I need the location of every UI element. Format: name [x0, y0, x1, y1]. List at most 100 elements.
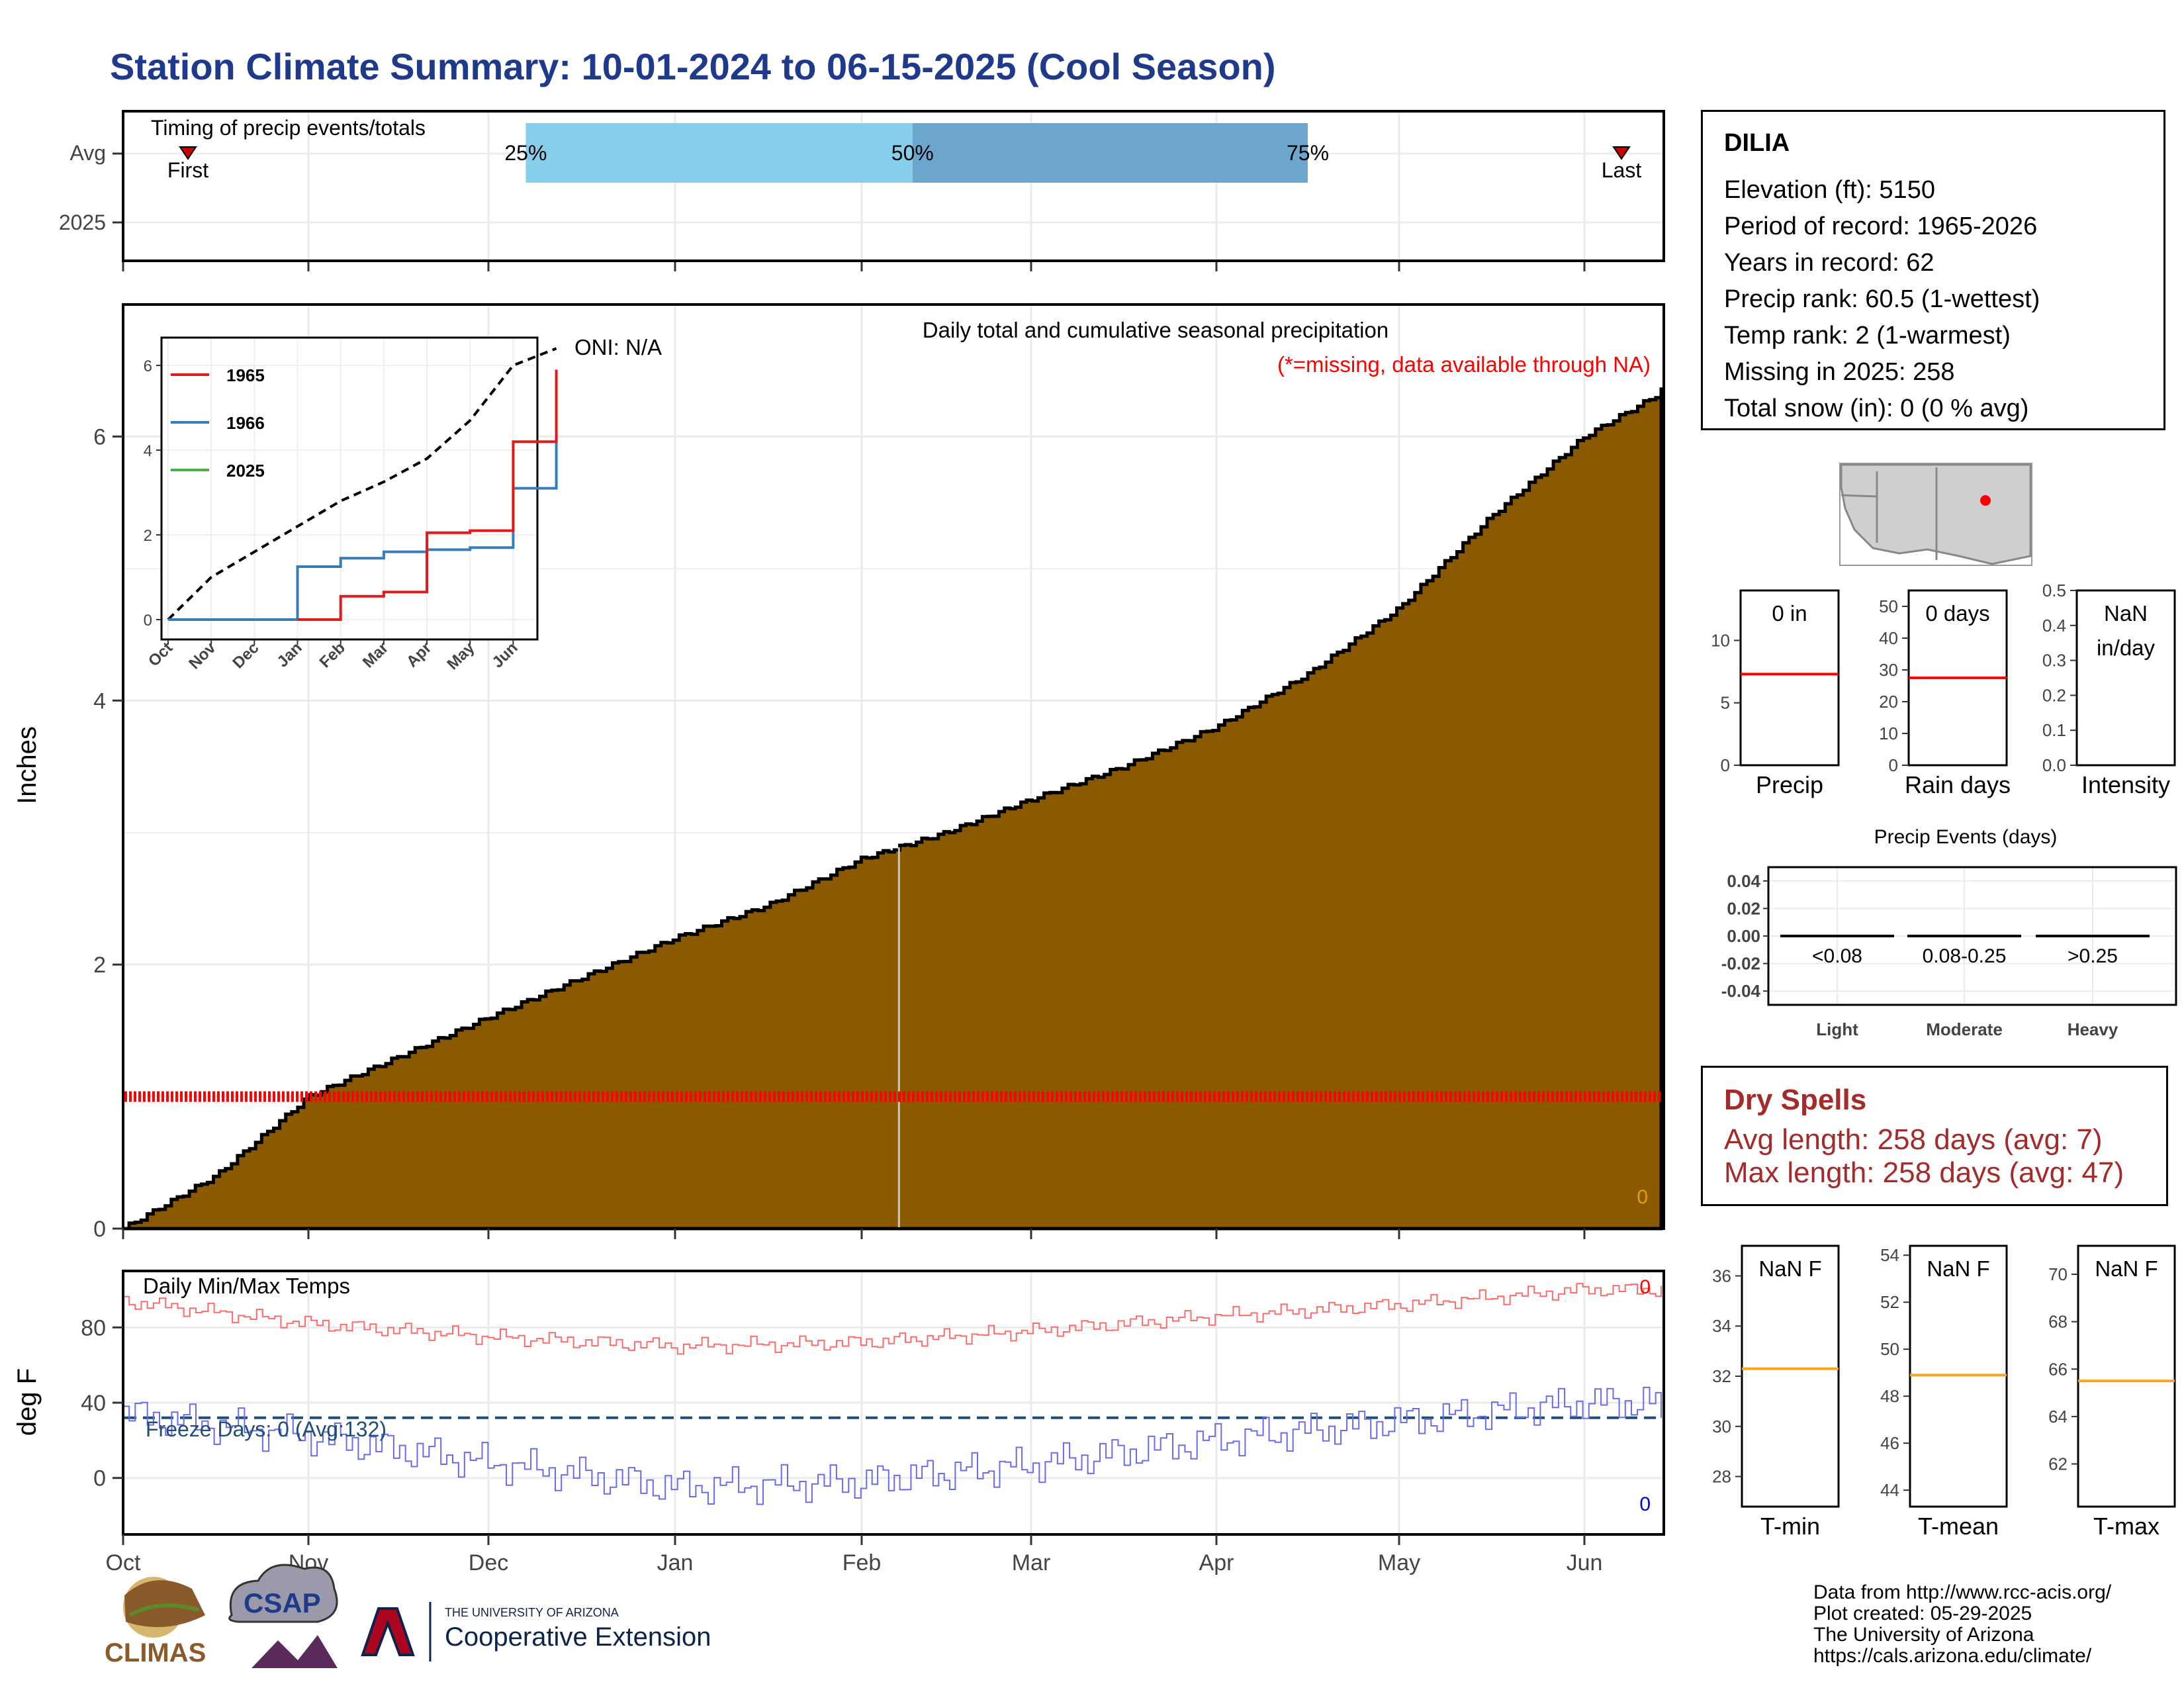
events-y-tick-label: 0.04 [1727, 871, 1760, 891]
p75-label: 75% [1287, 141, 1329, 165]
panel-value-label: 0 in [1772, 601, 1807, 626]
panel-y-tick-label: 10 [1879, 724, 1898, 743]
x-axis-month-labels: Oct Nov Dec Jan Feb Mar Apr May Jun [106, 1550, 1603, 1575]
panel-y-tick-label: 0 [1721, 755, 1730, 775]
footer-university: The University of Arizona [1813, 1624, 2034, 1646]
station-temp-rank: Temp rank: 2 (1-warmest) [1724, 322, 2011, 350]
main-charts-svg: Timing of precip events/totals Avg 2025 … [13, 110, 1665, 1668]
dry-spells-box: Dry Spells Avg length: 258 days (avg: 7)… [1701, 1066, 2168, 1206]
footer-plot-created: Plot created: 05-29-2025 [1813, 1603, 2032, 1624]
station-period: Period of record: 1965-2026 [1724, 212, 2038, 240]
dry-spells-title: Dry Spells [1724, 1084, 1867, 1116]
dry-spells-max: Max length: 258 days (avg: 47) [1724, 1156, 2124, 1189]
panel-y-tick-label: 50 [1880, 1339, 1899, 1359]
x-axis-month-label-apr: Apr [1199, 1550, 1234, 1575]
panel-frame [2075, 589, 2176, 767]
p25-label: 25% [504, 141, 547, 165]
x-axis-month-label-oct: Oct [106, 1550, 141, 1575]
events-y-tick-label: 0.02 [1727, 898, 1760, 918]
events-category-label: Heavy [2068, 1019, 2118, 1039]
inset-y-tick-label: 0 [144, 612, 152, 630]
panel-value-label: 0 days [1925, 601, 1989, 626]
panel-y-tick-label: 32 [1712, 1366, 1731, 1386]
tmin-panel: 28 30 32 34 36 NaN F T-min [1712, 1244, 1840, 1540]
panel-value-label: NaN F [2095, 1256, 2158, 1281]
panel-y-tick-label: 62 [2048, 1454, 2068, 1474]
max-temp-zero-label: 0 [1639, 1276, 1651, 1298]
last-event-label: Last [1602, 158, 1642, 182]
precip-total-panel: 0 5 10 0 in Precip [1711, 589, 1840, 798]
precip-events-panel: Precip Events (days) 0.04 0.02 0.00 -0.02 -0.… [1721, 826, 2177, 1039]
page-title: Station Climate Summary: 10-01-2024 to 0… [110, 46, 1276, 87]
events-range-label: <0.08 [1812, 945, 1862, 967]
ua-logo: THE UNIVERSITY OF ARIZONA Cooperative Ex… [361, 1602, 711, 1662]
panel-y-tick-label: 0.2 [2042, 685, 2066, 705]
x-axis-month-label-jan: Jan [657, 1550, 694, 1575]
dry-spells-avg: Avg length: 258 days (avg: 7) [1724, 1123, 2103, 1156]
timing-panel: Timing of precip events/totals Avg 2025 … [59, 110, 1665, 271]
cumulative-precip-area [123, 387, 1663, 1231]
climas-logo-text: CLIMAS [105, 1638, 206, 1667]
events-y-tick-label: -0.04 [1721, 981, 1761, 1001]
panel-value-label: NaN F [1927, 1256, 1989, 1281]
panel-y-tick-label: 0.1 [2042, 720, 2066, 740]
precip-y-tick-label: 6 [93, 424, 106, 449]
panel-y-tick-label: 50 [1879, 596, 1898, 616]
precip-y-tick-label: 2 [93, 953, 106, 978]
ua-logo-big-text: Cooperative Extension [445, 1622, 711, 1652]
station-elevation: Elevation (ft): 5150 [1724, 176, 1935, 204]
inset-1965-line [297, 369, 558, 621]
station-precip-rank: Precip rank: 60.5 (1-wettest) [1724, 285, 2040, 313]
panel-value-label: in/day [2097, 635, 2156, 660]
footer-credits: Data from http://www.rcc-acis.org/ Plot … [1813, 1582, 2111, 1667]
first-event-label: First [167, 158, 208, 182]
intensity-panel: 0.0 0.1 0.2 0.3 0.4 0.5 NaN in/day Intensity [2042, 581, 2176, 798]
panel-y-tick-label: 10 [1711, 630, 1730, 650]
timing-label: Timing of precip events/totals [151, 116, 426, 140]
inset-y-tick-label: 2 [144, 527, 152, 545]
panel-y-tick-label: 30 [1712, 1417, 1731, 1436]
precip-zero-label: 0 [1637, 1186, 1648, 1208]
legend-label-1965: 1965 [226, 365, 265, 385]
timing-quartile-bar-light [525, 123, 913, 183]
events-category-label: Light [1816, 1019, 1858, 1039]
x-axis-month-label-may: May [1378, 1550, 1420, 1575]
panel-y-tick-label: 36 [1712, 1266, 1731, 1286]
temp-y-axis-label: deg F [13, 1368, 42, 1436]
panel-name: Precip [1756, 771, 1823, 798]
panel-y-tick-label: 5 [1721, 693, 1730, 713]
panel-y-tick-label: 40 [1879, 628, 1898, 648]
panel-y-tick-label: 54 [1880, 1245, 1899, 1265]
min-temp-zero-label: 0 [1639, 1493, 1651, 1515]
events-y-tick-label: -0.02 [1721, 954, 1760, 974]
last-event-marker [1612, 146, 1631, 160]
panel-y-tick-label: 20 [1879, 692, 1898, 712]
side-panels-svg: 0 5 10 0 in Precip 0 10 20 30 40 50 0 days Rain day… [1711, 463, 2177, 1540]
temperature-panel: 0 40 80 Daily Min/Max Temps Freeze Days: 0… [13, 1270, 1665, 1545]
precip-y-axis-label: Inches [13, 726, 42, 804]
x-axis-month-label-mar: Mar [1012, 1550, 1051, 1575]
events-category-label: Moderate [1926, 1019, 2003, 1039]
panel-y-tick-label: 28 [1712, 1467, 1731, 1487]
inset-legend: 1965 1966 2025 [171, 365, 265, 481]
temp-y-tick-label: 80 [81, 1315, 106, 1340]
panel-y-tick-label: 0.5 [2042, 581, 2066, 600]
panel-y-tick-label: 0.3 [2042, 651, 2066, 671]
events-y-tick-label: 0.00 [1727, 926, 1760, 946]
panel-y-tick-label: 34 [1712, 1316, 1731, 1336]
precip-panel-frame [122, 303, 1665, 1230]
panel-frame [2077, 1244, 2176, 1508]
oni-label: ONI: N/A [574, 335, 662, 359]
station-info-box: DILIA Elevation (ft): 5150 Period of rec… [1701, 110, 2165, 430]
panel-frame [1739, 589, 1840, 767]
precip-subtitle: Daily total and cumulative seasonal prec… [923, 318, 1388, 342]
footer-data-source: Data from http://www.rcc-acis.org/ [1813, 1581, 2112, 1603]
locator-map [1839, 463, 2032, 566]
inset-frame [160, 336, 539, 641]
station-snow: Total snow (in): 0 (0 % avg) [1724, 395, 2029, 422]
panel-name: Rain days [1905, 771, 2011, 798]
legend-label-2025: 2025 [226, 461, 265, 481]
timing-row-2025: 2025 [59, 211, 106, 234]
panel-y-tick-label: 46 [1880, 1433, 1899, 1453]
inset-y-tick-label: 4 [144, 442, 152, 460]
